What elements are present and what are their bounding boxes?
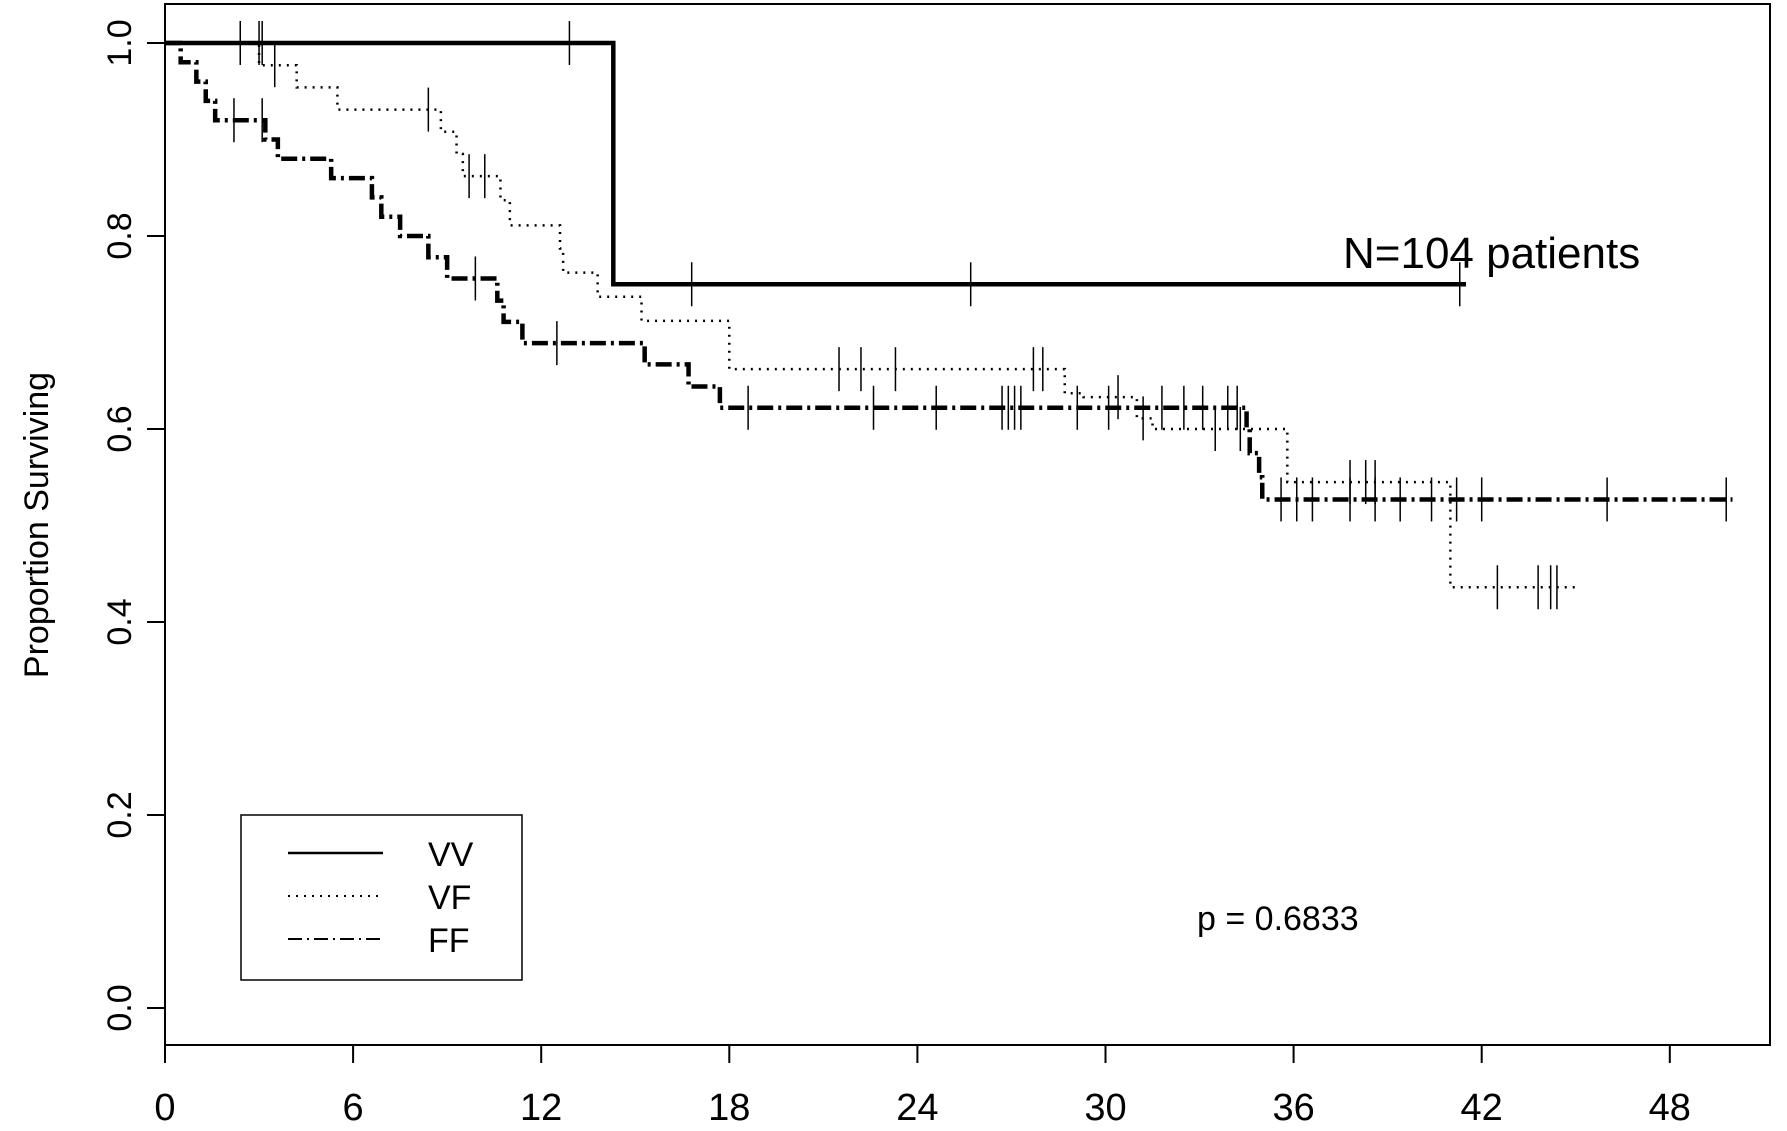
patients-annotation: N=104 patients (1343, 229, 1640, 278)
legend-box (240, 814, 523, 981)
x-tick-label: 30 (1084, 1087, 1126, 1129)
y-axis-label: Proportion Surviving (18, 372, 56, 678)
legend: VV VF FF (240, 814, 523, 981)
curve-ff (165, 40, 1733, 502)
x-tick-label: 12 (520, 1087, 562, 1129)
x-tick-label: 18 (708, 1087, 750, 1129)
x-tick-label: 42 (1461, 1087, 1503, 1129)
legend-label-ff: FF (428, 922, 470, 960)
y-tick-label: 0.8 (101, 212, 139, 259)
x-tick-label: 6 (343, 1087, 364, 1129)
x-axis: 0 6 12 18 24 30 36 42 48 (154, 1045, 1691, 1129)
series-layer (165, 21, 1733, 610)
p-value-annotation: p = 0.6833 (1197, 900, 1359, 938)
series-vf (165, 41, 1576, 610)
series-vv (165, 21, 1467, 307)
x-tick-label: 24 (896, 1087, 938, 1129)
curve-vv (165, 40, 1467, 287)
x-tick-label: 36 (1272, 1087, 1314, 1129)
series-ff (165, 40, 1733, 522)
curve-vf (165, 41, 1576, 589)
y-tick-label: 1.0 (101, 19, 139, 66)
x-tick-label: 0 (154, 1087, 175, 1129)
y-axis: 0.0 0.2 0.4 0.6 0.8 1.0 (101, 19, 165, 1032)
legend-label-vf: VF (428, 879, 471, 917)
y-tick-label: 0.0 (101, 984, 139, 1031)
y-tick-label: 0.2 (101, 791, 139, 838)
y-tick-label: 0.4 (101, 598, 139, 645)
legend-label-vv: VV (428, 836, 474, 874)
y-tick-label: 0.6 (101, 405, 139, 452)
x-tick-label: 48 (1649, 1087, 1691, 1129)
plot-frame (164, 3, 1771, 1046)
